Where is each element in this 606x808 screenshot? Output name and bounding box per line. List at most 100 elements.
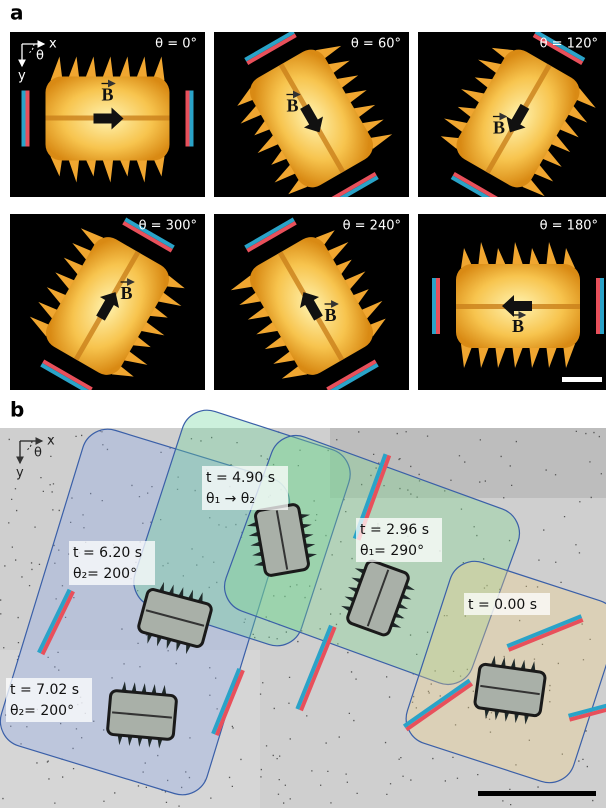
time-label: t = 4.90 s: [206, 470, 275, 486]
magnet-blue: [40, 363, 91, 390]
crystal: [29, 217, 185, 390]
magnet-blue: [534, 32, 586, 62]
axis-label: y: [18, 69, 26, 84]
magnet-blue: [567, 698, 606, 718]
magnet-blue: [402, 678, 471, 728]
magnet-red: [246, 220, 297, 253]
magnet-red: [326, 359, 377, 390]
field-label: B: [101, 85, 113, 105]
magnet: [402, 678, 474, 732]
time-label: t = 0.00 s: [468, 597, 537, 613]
frame-region: [133, 409, 351, 647]
magnet: [326, 359, 379, 390]
magnet-red: [532, 33, 584, 65]
crystal-stripe: [145, 609, 205, 627]
tile: Bθ = 300°: [10, 214, 205, 390]
angle-label: θ₁ → θ₂: [206, 491, 255, 507]
magnet-red: [122, 220, 173, 253]
panel-label: b: [10, 398, 24, 422]
magnet-blue: [450, 175, 502, 197]
field-label: B: [512, 316, 524, 336]
crystal-stripe: [112, 711, 172, 719]
axis-label: θ: [34, 446, 42, 461]
magnet: [450, 172, 504, 197]
angle-label: θ₁= 290°: [360, 543, 424, 559]
label-box: [202, 466, 288, 510]
magnet-blue: [244, 217, 295, 249]
field-arrow: [300, 103, 324, 133]
angle-label: θ₂= 200°: [10, 703, 74, 719]
axis-label: x: [47, 434, 55, 449]
magnet-red: [42, 359, 93, 390]
field-label: B: [493, 118, 505, 138]
time-label: t = 2.96 s: [360, 522, 429, 538]
magnet: [532, 32, 586, 65]
angle-label: θ = 120°: [540, 37, 598, 52]
angle-label: θ = 300°: [139, 219, 197, 234]
tile: Bθ = 180°: [418, 214, 606, 390]
field-label: B: [121, 283, 133, 303]
magnet: [21, 90, 30, 147]
magnet-blue: [244, 32, 295, 62]
magnet: [244, 217, 297, 253]
magnet-red: [596, 278, 600, 334]
time-label: t = 6.20 s: [73, 545, 142, 561]
magnet-blue: [21, 90, 26, 147]
magnet: [40, 359, 93, 390]
angle-label: θ₂= 200°: [73, 566, 137, 582]
label-box: [464, 593, 550, 615]
magnet-red: [405, 682, 474, 732]
tile: Bθ = 60°: [214, 32, 409, 197]
crystal-stripe: [366, 569, 390, 627]
crystal-stripe: [480, 684, 540, 696]
field-arrow: [502, 295, 532, 317]
field-label: B: [286, 96, 298, 116]
magnet-blue: [506, 614, 583, 648]
magnet-red: [246, 33, 297, 65]
panel-b: t = 4.90 s θ₁ → θ₂ t = 2.96 s θ₁= 290° t = 6…: [0, 409, 606, 808]
label-box: [6, 678, 92, 722]
magnet: [122, 217, 175, 253]
angle-label: θ = 0°: [155, 37, 197, 52]
magnet-red: [452, 172, 504, 197]
time-label: t = 7.02 s: [10, 682, 79, 698]
magnet-blue: [189, 90, 194, 147]
field-arrow: [299, 292, 323, 321]
angle-arc: [28, 43, 35, 54]
axis-label: y: [16, 466, 24, 481]
spikes: [440, 47, 596, 197]
angle-label: θ = 180°: [540, 219, 598, 234]
crystal: [432, 242, 604, 368]
tile: Bθ = 120°: [418, 32, 606, 197]
tile: Bθ = 240°: [214, 214, 409, 390]
axis-label: θ: [36, 49, 44, 64]
magnet-red: [40, 590, 75, 656]
magnet: [295, 624, 337, 712]
magnet: [326, 172, 379, 197]
magnet-red: [25, 90, 30, 147]
magnet: [244, 32, 297, 65]
magnet-blue: [352, 453, 388, 540]
field-arrow: [96, 292, 120, 321]
scale-bar: [478, 791, 596, 796]
magnet: [185, 90, 194, 147]
magnet-blue: [37, 588, 72, 654]
angle-arc: [26, 440, 33, 451]
magnet-red: [569, 702, 606, 722]
magnet: [37, 588, 75, 656]
field-arrow: [506, 103, 530, 133]
crystal: [230, 217, 386, 390]
axis-label: x: [49, 37, 57, 52]
magnet-red: [436, 278, 440, 334]
magnet-blue: [295, 624, 333, 710]
magnet: [211, 668, 245, 736]
magnet-red: [326, 172, 377, 197]
magnet: [567, 698, 606, 722]
crystal: [341, 559, 415, 637]
crystal: [21, 56, 194, 183]
spikes: [29, 228, 185, 377]
magnet-blue: [328, 363, 379, 390]
tile: Bθ = 0° x yθ: [10, 32, 205, 197]
label-box: [356, 518, 442, 562]
magnet-blue: [124, 217, 175, 249]
